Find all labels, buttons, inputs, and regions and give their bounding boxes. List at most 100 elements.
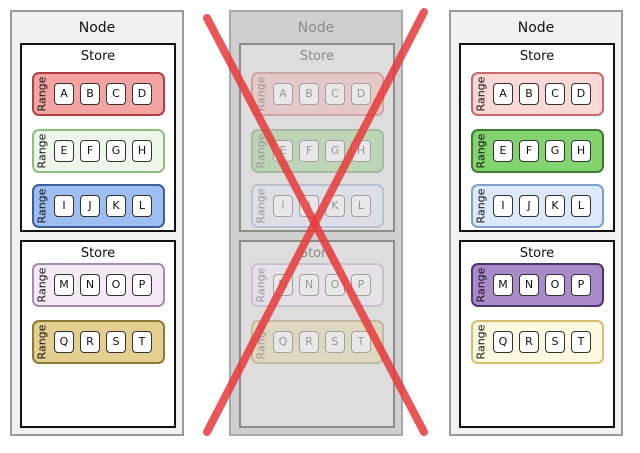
store-title: Store bbox=[299, 246, 335, 261]
key-box: R bbox=[80, 331, 100, 353]
key-box: T bbox=[571, 331, 591, 353]
range: Range Q R S T bbox=[251, 320, 384, 364]
key-box: M bbox=[54, 274, 74, 296]
range: Range M N O P bbox=[32, 263, 165, 307]
key-box: A bbox=[54, 83, 74, 105]
range: Range E F G H bbox=[32, 129, 165, 173]
key-box: N bbox=[519, 274, 539, 296]
range-label: Range bbox=[474, 76, 487, 112]
range: Range M N O P bbox=[471, 263, 604, 307]
key-box: P bbox=[132, 274, 152, 296]
range-label: Range bbox=[254, 133, 267, 169]
key-box: J bbox=[80, 195, 100, 217]
range: Range Q R S T bbox=[471, 320, 604, 364]
range-label-box: Range bbox=[253, 265, 268, 305]
key-box: A bbox=[273, 83, 293, 105]
key-box: K bbox=[325, 195, 345, 217]
range-label-box: Range bbox=[473, 131, 488, 171]
store-title: Store bbox=[519, 246, 555, 261]
range: Range A B C D bbox=[251, 72, 384, 116]
key-box: M bbox=[493, 274, 513, 296]
store-2: Store Range M N O P Range Q R S T bbox=[20, 240, 176, 428]
key-box: C bbox=[325, 83, 345, 105]
key-box: L bbox=[132, 195, 152, 217]
key-box: A bbox=[493, 83, 513, 105]
range: Range I J K L bbox=[32, 184, 165, 228]
key-box: Q bbox=[273, 331, 293, 353]
range-label: Range bbox=[254, 267, 267, 303]
key-box: D bbox=[571, 83, 591, 105]
key-box: H bbox=[351, 140, 371, 162]
range-label-box: Range bbox=[473, 186, 488, 226]
key-box: S bbox=[545, 331, 565, 353]
store-title: Store bbox=[519, 49, 555, 64]
key-box: C bbox=[106, 83, 126, 105]
range-label: Range bbox=[35, 188, 48, 224]
store-1: Store Range A B C D Range E F G H Range I J K L bbox=[20, 43, 176, 232]
store-title: Store bbox=[299, 49, 335, 64]
key-box: D bbox=[351, 83, 371, 105]
key-box: B bbox=[519, 83, 539, 105]
range-label: Range bbox=[254, 324, 267, 360]
range-label-box: Range bbox=[473, 322, 488, 362]
range-label-box: Range bbox=[253, 322, 268, 362]
key-box: B bbox=[80, 83, 100, 105]
range-label: Range bbox=[474, 324, 487, 360]
key-box: K bbox=[106, 195, 126, 217]
range-label-box: Range bbox=[253, 74, 268, 114]
range-label: Range bbox=[474, 267, 487, 303]
key-box: F bbox=[80, 140, 100, 162]
store-2: Store Range M N O P Range Q R S T bbox=[239, 240, 395, 428]
node-3: Node Store Range A B C D Range E F G H Range I J K L Stor… bbox=[449, 10, 623, 436]
key-box: B bbox=[299, 83, 319, 105]
key-box: H bbox=[132, 140, 152, 162]
range-label: Range bbox=[35, 267, 48, 303]
range-label-box: Range bbox=[473, 74, 488, 114]
store-title: Store bbox=[80, 246, 116, 261]
key-box: J bbox=[299, 195, 319, 217]
key-box: F bbox=[299, 140, 319, 162]
range-label-box: Range bbox=[34, 265, 49, 305]
node-title: Node bbox=[78, 20, 116, 36]
range-label: Range bbox=[474, 188, 487, 224]
range-label: Range bbox=[35, 76, 48, 112]
node-title: Node bbox=[297, 20, 335, 36]
range: Range A B C D bbox=[471, 72, 604, 116]
store-2: Store Range M N O P Range Q R S T bbox=[459, 240, 615, 428]
key-box: N bbox=[80, 274, 100, 296]
key-box: J bbox=[519, 195, 539, 217]
range: Range I J K L bbox=[251, 184, 384, 228]
range: Range M N O P bbox=[251, 263, 384, 307]
key-box: M bbox=[273, 274, 293, 296]
node-title: Node bbox=[517, 20, 555, 36]
key-box: R bbox=[299, 331, 319, 353]
range-label-box: Range bbox=[34, 74, 49, 114]
range: Range Q R S T bbox=[32, 320, 165, 364]
key-box: S bbox=[106, 331, 126, 353]
store-1: Store Range A B C D Range E F G H Range I J K L bbox=[239, 43, 395, 232]
key-box: Q bbox=[493, 331, 513, 353]
key-box: K bbox=[545, 195, 565, 217]
range: Range A B C D bbox=[32, 72, 165, 116]
key-box: E bbox=[273, 140, 293, 162]
key-box: R bbox=[519, 331, 539, 353]
range-label-box: Range bbox=[473, 265, 488, 305]
key-box: I bbox=[493, 195, 513, 217]
range-label: Range bbox=[254, 188, 267, 224]
key-box: C bbox=[545, 83, 565, 105]
store-1: Store Range A B C D Range E F G H Range I J K L bbox=[459, 43, 615, 232]
key-box: N bbox=[299, 274, 319, 296]
key-box: T bbox=[132, 331, 152, 353]
key-box: F bbox=[519, 140, 539, 162]
key-box: G bbox=[106, 140, 126, 162]
range-label: Range bbox=[35, 324, 48, 360]
key-box: L bbox=[571, 195, 591, 217]
range-label: Range bbox=[254, 76, 267, 112]
key-box: P bbox=[571, 274, 591, 296]
key-box: S bbox=[325, 331, 345, 353]
key-box: Q bbox=[54, 331, 74, 353]
key-box: O bbox=[106, 274, 126, 296]
range-label-box: Range bbox=[34, 131, 49, 171]
node-2: Node Store Range A B C D Range E F G H Range I J K L Stor… bbox=[229, 10, 403, 436]
key-box: H bbox=[571, 140, 591, 162]
